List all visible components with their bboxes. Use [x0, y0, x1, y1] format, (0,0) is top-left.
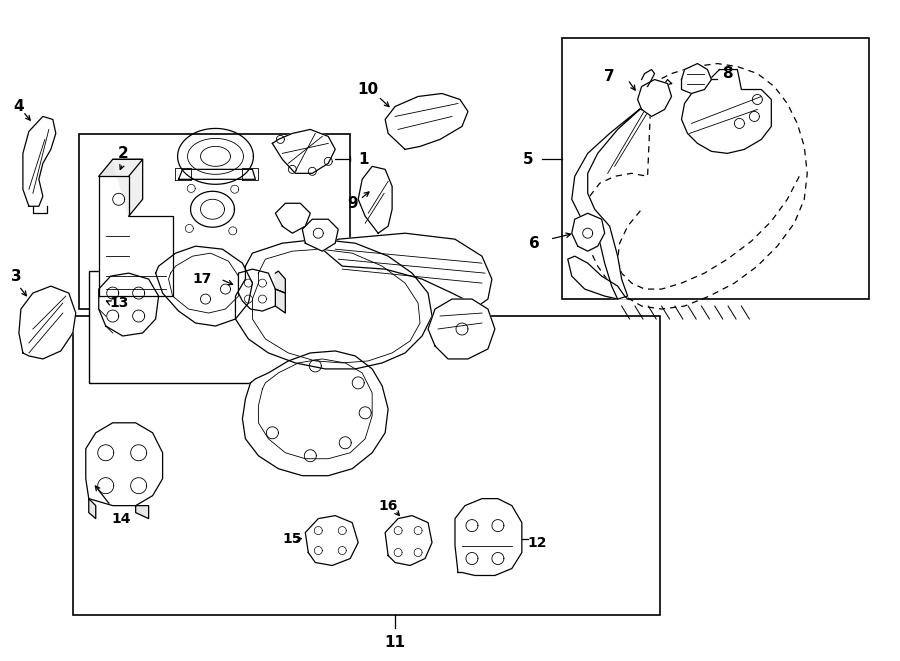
Polygon shape: [236, 239, 432, 369]
Polygon shape: [305, 516, 358, 566]
Text: 3: 3: [11, 268, 22, 284]
Text: 4: 4: [14, 99, 24, 114]
Text: 2: 2: [117, 146, 128, 161]
Bar: [89, 271, 323, 383]
Polygon shape: [273, 130, 335, 173]
Text: 8: 8: [722, 66, 733, 81]
Polygon shape: [242, 351, 388, 476]
Text: 6: 6: [529, 236, 540, 251]
Text: 13: 13: [109, 296, 129, 310]
Text: 1: 1: [358, 152, 369, 167]
Polygon shape: [568, 256, 627, 299]
Text: 10: 10: [357, 82, 379, 97]
Polygon shape: [385, 516, 432, 566]
Polygon shape: [637, 79, 671, 116]
Text: 5: 5: [523, 152, 533, 167]
Polygon shape: [275, 271, 285, 293]
Bar: [562, 38, 869, 299]
Polygon shape: [99, 159, 142, 176]
Polygon shape: [275, 289, 285, 313]
Polygon shape: [99, 273, 158, 336]
Polygon shape: [99, 176, 173, 296]
Bar: [79, 134, 350, 309]
Text: 14: 14: [111, 512, 130, 525]
Text: 12: 12: [527, 535, 547, 549]
Text: 15: 15: [283, 531, 302, 545]
Polygon shape: [572, 214, 605, 251]
Polygon shape: [112, 159, 142, 216]
Polygon shape: [22, 116, 56, 206]
Polygon shape: [322, 233, 492, 306]
Polygon shape: [156, 246, 252, 326]
Polygon shape: [681, 63, 711, 93]
Bar: [73, 316, 660, 615]
Polygon shape: [358, 167, 392, 233]
Polygon shape: [19, 286, 76, 359]
Text: 16: 16: [378, 498, 398, 513]
Polygon shape: [86, 423, 163, 506]
Text: 17: 17: [193, 272, 212, 286]
Polygon shape: [302, 219, 338, 251]
Polygon shape: [89, 498, 95, 519]
Polygon shape: [136, 506, 149, 519]
Polygon shape: [572, 79, 671, 299]
Polygon shape: [385, 93, 468, 149]
Polygon shape: [428, 299, 495, 359]
Polygon shape: [455, 498, 522, 576]
Text: 9: 9: [346, 196, 357, 211]
Text: 7: 7: [605, 69, 615, 84]
Polygon shape: [681, 69, 771, 153]
Text: 11: 11: [384, 635, 406, 650]
Polygon shape: [238, 269, 275, 311]
Polygon shape: [275, 204, 310, 233]
Polygon shape: [178, 169, 256, 179]
